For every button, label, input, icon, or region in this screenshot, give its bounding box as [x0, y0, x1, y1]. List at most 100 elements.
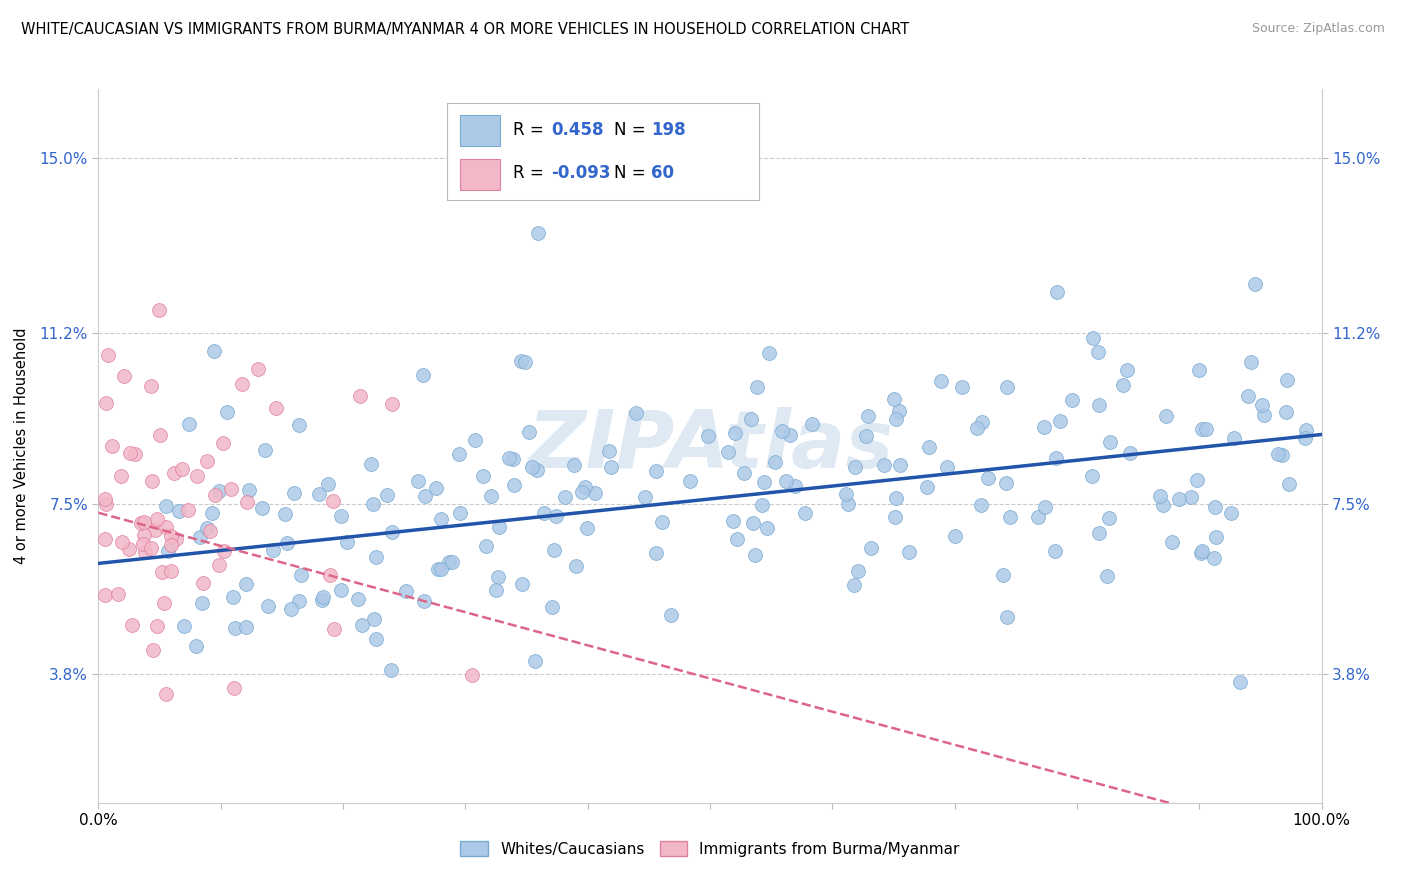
- Point: [290, 568, 312, 582]
- Point: [541, 599, 564, 614]
- Point: [219, 482, 242, 496]
- Point: [488, 520, 510, 534]
- Point: [329, 583, 352, 598]
- Point: [1026, 509, 1049, 524]
- Point: [717, 445, 740, 459]
- Point: [763, 455, 786, 469]
- Point: [565, 558, 588, 573]
- Point: [134, 545, 156, 559]
- Point: [1189, 546, 1212, 560]
- Point: [155, 520, 177, 534]
- Point: [346, 592, 368, 607]
- Point: [198, 524, 221, 538]
- Text: WHITE/CAUCASIAN VS IMMIGRANTS FROM BURMA/MYANMAR 4 OR MORE VEHICLES IN HOUSEHOLD: WHITE/CAUCASIAN VS IMMIGRANTS FROM BURMA…: [21, 22, 910, 37]
- Point: [544, 509, 567, 524]
- Point: [856, 409, 879, 423]
- Y-axis label: 4 or more Vehicles in Household: 4 or more Vehicles in Household: [14, 327, 28, 565]
- Point: [201, 507, 224, 521]
- Point: [524, 654, 547, 668]
- Point: [1195, 422, 1218, 436]
- Point: [1237, 389, 1260, 403]
- Point: [311, 593, 333, 607]
- Point: [943, 528, 966, 542]
- Point: [361, 497, 384, 511]
- Point: [256, 599, 278, 614]
- Point: [173, 619, 195, 633]
- Point: [155, 687, 177, 701]
- Point: [1046, 285, 1069, 299]
- Point: [94, 396, 117, 410]
- Point: [231, 376, 253, 391]
- Point: [149, 428, 172, 442]
- Point: [952, 380, 974, 394]
- Point: [426, 562, 449, 576]
- Point: [167, 504, 190, 518]
- Point: [1278, 476, 1301, 491]
- Point: [543, 543, 565, 558]
- Point: [936, 459, 959, 474]
- Point: [316, 477, 339, 491]
- Point: [139, 541, 162, 556]
- Point: [132, 537, 155, 551]
- Point: [884, 509, 907, 524]
- Point: [246, 362, 269, 376]
- Point: [1087, 345, 1109, 359]
- Point: [887, 404, 910, 418]
- Point: [406, 474, 429, 488]
- Point: [554, 490, 576, 504]
- Point: [562, 458, 585, 473]
- Point: [929, 374, 952, 388]
- Point: [1204, 500, 1226, 514]
- Point: [479, 489, 502, 503]
- Point: [1229, 674, 1251, 689]
- Point: [1083, 331, 1105, 345]
- Point: [571, 484, 593, 499]
- Point: [837, 497, 859, 511]
- Point: [898, 545, 921, 559]
- Point: [510, 577, 533, 591]
- Point: [449, 506, 471, 520]
- Point: [1180, 490, 1202, 504]
- Point: [844, 578, 866, 592]
- Point: [121, 618, 143, 632]
- Point: [1032, 419, 1054, 434]
- Point: [740, 411, 762, 425]
- Point: [195, 454, 218, 468]
- Point: [659, 607, 682, 622]
- Point: [575, 521, 598, 535]
- Point: [733, 466, 755, 480]
- Point: [742, 516, 765, 530]
- Point: [101, 439, 124, 453]
- Point: [1185, 473, 1208, 487]
- Point: [110, 469, 132, 483]
- Point: [188, 530, 211, 544]
- Point: [835, 487, 858, 501]
- Point: [366, 549, 388, 564]
- Point: [217, 405, 239, 419]
- Text: ZIPAtlas: ZIPAtlas: [527, 407, 893, 485]
- Point: [96, 497, 118, 511]
- Point: [583, 485, 606, 500]
- Point: [1099, 435, 1122, 450]
- Point: [160, 538, 183, 552]
- Point: [283, 485, 305, 500]
- Point: [464, 433, 486, 447]
- Point: [1191, 543, 1213, 558]
- Point: [439, 555, 461, 569]
- Point: [1111, 378, 1133, 392]
- Point: [995, 380, 1018, 394]
- Point: [153, 596, 176, 610]
- Point: [724, 426, 747, 441]
- Point: [222, 590, 245, 604]
- Point: [177, 503, 200, 517]
- Point: [93, 533, 115, 547]
- Point: [793, 506, 815, 520]
- Point: [526, 227, 548, 241]
- Point: [533, 506, 555, 520]
- Point: [758, 346, 780, 360]
- Point: [855, 429, 877, 443]
- Point: [129, 516, 152, 531]
- Point: [598, 444, 620, 458]
- Point: [977, 471, 1000, 485]
- Point: [800, 417, 823, 432]
